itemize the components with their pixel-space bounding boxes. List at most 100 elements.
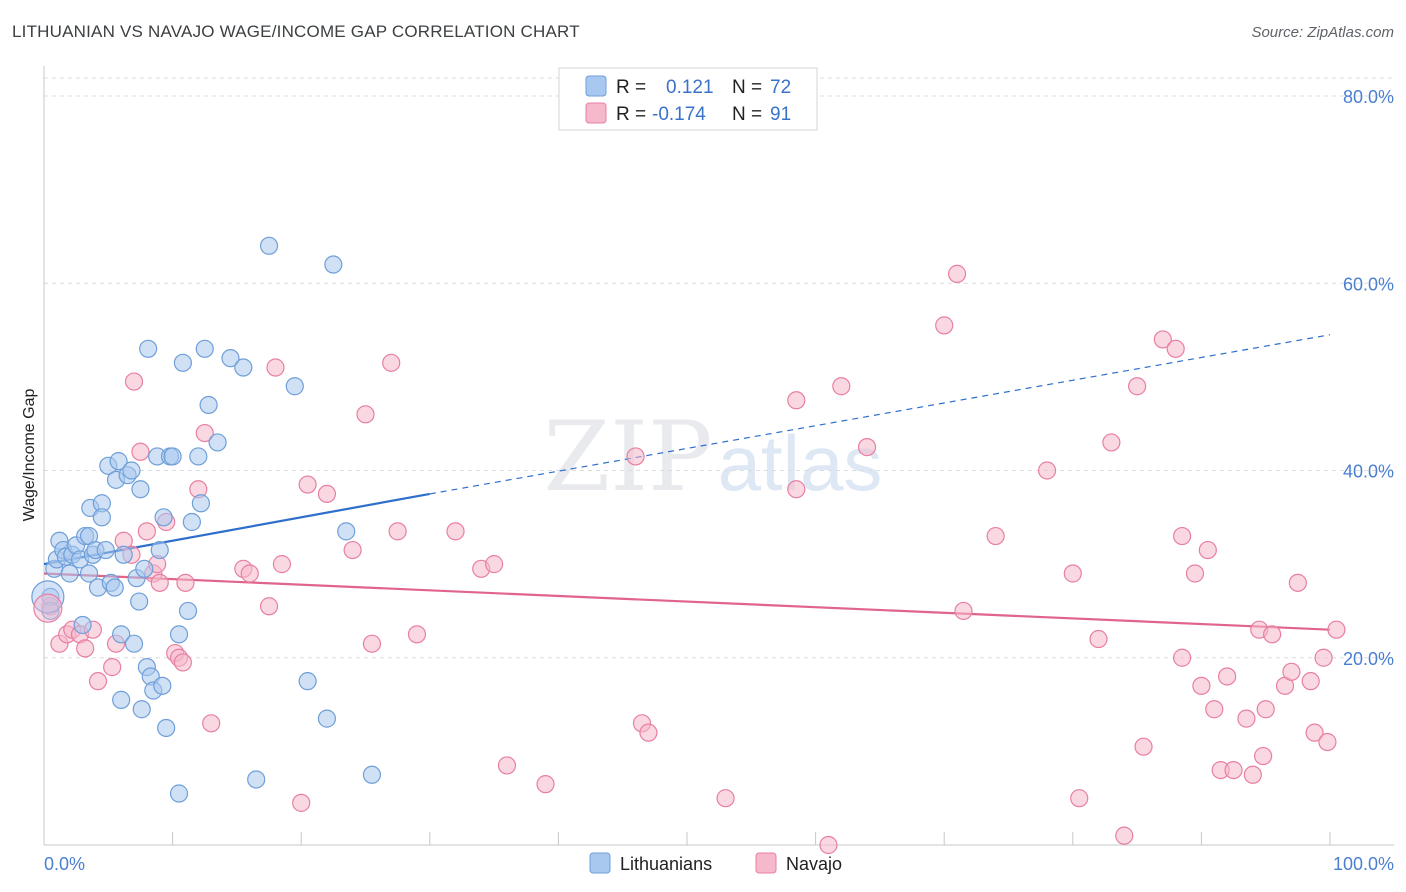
lithuanians-cluster-point <box>31 580 65 614</box>
lithuanians-point-66 <box>324 255 343 274</box>
y-tick-label-60: 60.0% <box>1343 274 1394 294</box>
navajo-point-37 <box>382 353 401 372</box>
navajo-point-7 <box>88 672 108 691</box>
lithuanians-point-68 <box>362 765 382 784</box>
data-points <box>31 236 1346 855</box>
lithuanians-point-50 <box>169 625 189 644</box>
legend-r-value-1: 0.121 <box>666 77 714 98</box>
navajo-point-57 <box>986 526 1005 546</box>
navajo-point-48 <box>716 789 735 808</box>
lithuanians-point-59 <box>221 349 240 368</box>
lithuanians-point-20 <box>92 508 111 527</box>
chart-title: LITHUANIAN VS NAVAJO WAGE/INCOME GAP COR… <box>12 22 580 41</box>
navajo-point-61 <box>1089 629 1108 649</box>
navajo-point-84 <box>1282 662 1301 681</box>
navajo-point-27 <box>240 564 259 583</box>
lithuanians-point-63 <box>285 377 304 396</box>
navajo-point-28 <box>259 597 279 616</box>
lithuanians-point-39 <box>139 339 158 358</box>
navajo-point-58 <box>1037 461 1057 480</box>
y-tick-label-80: 80.0% <box>1343 87 1394 107</box>
lithuanians-point-60 <box>234 358 253 377</box>
navajo-point-39 <box>407 625 427 644</box>
navajo-point-42 <box>485 555 504 574</box>
navajo-point-62 <box>1102 433 1121 452</box>
navajo-point-34 <box>343 540 362 560</box>
bottom-swatch-lithuanians <box>589 852 611 874</box>
navajo-point-47 <box>639 723 658 742</box>
navajo-trend-line <box>43 572 1331 631</box>
navajo-point-50 <box>787 391 806 410</box>
lithuanians-point-51 <box>173 353 192 372</box>
navajo-point-12 <box>124 372 144 391</box>
bottom-legend-lithuanians: Lithuanians <box>620 854 712 874</box>
lithuanians-point-58 <box>208 433 227 452</box>
navajo-point-82 <box>1263 625 1282 644</box>
navajo-point-66 <box>1153 330 1172 349</box>
y-tick-label-20: 20.0% <box>1343 649 1394 669</box>
navajo-cluster-point <box>33 593 63 623</box>
navajo-point-63 <box>1115 826 1134 845</box>
lithuanians-point-46 <box>157 718 176 738</box>
navajo-point-80 <box>1254 746 1273 766</box>
lithuanians-point-31 <box>122 461 141 480</box>
x-tick-max: 100.0% <box>1333 854 1394 874</box>
navajo-point-17 <box>150 573 169 592</box>
navajo-point-30 <box>272 555 292 574</box>
legend-r-value-2: -0.174 <box>652 104 706 125</box>
navajo-point-55 <box>947 264 967 283</box>
navajo-point-51 <box>819 835 838 855</box>
navajo-point-43 <box>497 756 517 775</box>
navajo-point-70 <box>1185 564 1205 583</box>
bottom-legend-navajo: Navajo <box>786 854 842 874</box>
legend-n-value-2: 91 <box>770 104 791 125</box>
lithuanians-point-11 <box>73 615 92 635</box>
y-axis-label: Wage/Income Gap <box>21 389 38 522</box>
lithuanians-point-43 <box>150 540 169 560</box>
x-tick-min: 0.0% <box>44 854 85 874</box>
lithuanians-point-67 <box>337 522 356 541</box>
lithuanians-point-32 <box>124 634 144 653</box>
y-tick-label-40: 40.0% <box>1343 462 1394 482</box>
lithuanians-point-54 <box>189 447 208 466</box>
navajo-point-88 <box>1314 648 1333 667</box>
lithuanians-point-26 <box>109 452 128 471</box>
navajo-point-29 <box>266 358 285 377</box>
series-legend: Lithuanians Navajo <box>589 852 842 874</box>
lithuanians-point-13 <box>79 564 99 583</box>
lithuanians-point-53 <box>182 512 201 532</box>
lithuanians-point-61 <box>247 770 266 789</box>
legend-n-label-1: N = <box>732 77 762 98</box>
lithuanians-point-56 <box>195 339 214 358</box>
navajo-point-71 <box>1192 676 1211 695</box>
lithuanians-trend-extension <box>429 334 1331 495</box>
lithuanians-point-52 <box>178 601 198 621</box>
navajo-point-81 <box>1256 700 1275 719</box>
source-label: Source: ZipAtlas.com <box>1251 24 1394 41</box>
lithuanians-point-27 <box>112 625 131 644</box>
navajo-point-24 <box>195 423 214 443</box>
navajo-point-56 <box>954 601 973 621</box>
navajo-point-14 <box>137 522 156 541</box>
legend-swatch-lithuanians <box>585 75 607 97</box>
lithuanians-point-45 <box>154 508 173 527</box>
navajo-point-54 <box>935 316 954 335</box>
navajo-point-69 <box>1173 648 1192 667</box>
navajo-point-5 <box>76 639 95 658</box>
navajo-point-78 <box>1243 765 1262 784</box>
navajo-point-32 <box>298 475 317 494</box>
navajo-point-72 <box>1198 540 1217 560</box>
navajo-point-77 <box>1237 709 1256 728</box>
navajo-point-33 <box>317 484 337 504</box>
navajo-point-44 <box>536 775 555 794</box>
navajo-point-31 <box>292 793 311 812</box>
navajo-point-8 <box>103 658 122 677</box>
navajo-point-40 <box>446 522 465 541</box>
lithuanians-point-24 <box>105 578 124 597</box>
axes <box>43 66 1394 846</box>
navajo-point-13 <box>131 442 150 461</box>
navajo-point-35 <box>356 405 375 424</box>
navajo-point-90 <box>1327 620 1346 639</box>
lithuanians-point-62 <box>259 236 279 255</box>
